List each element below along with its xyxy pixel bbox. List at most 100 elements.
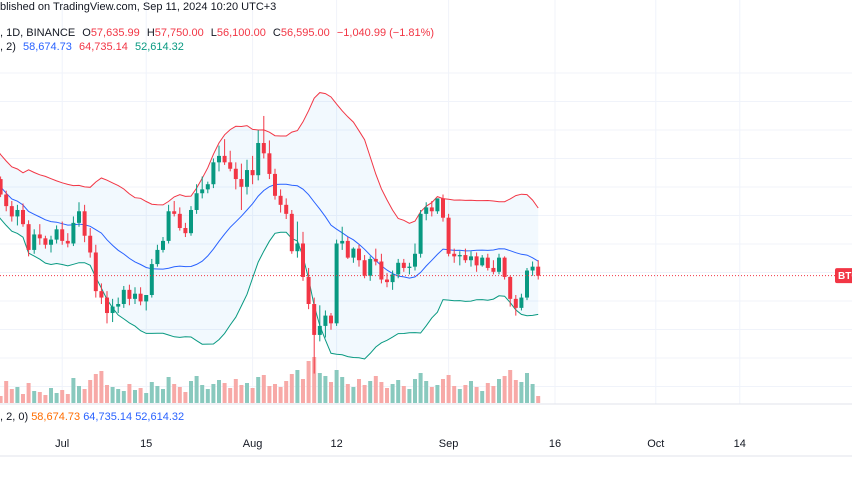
volume-bar bbox=[211, 384, 216, 403]
volume-bar bbox=[256, 377, 261, 403]
volume-bar bbox=[385, 388, 389, 403]
candle-body bbox=[256, 143, 261, 176]
volume-bar bbox=[82, 389, 87, 403]
candle-body bbox=[194, 193, 199, 210]
candle-body bbox=[82, 211, 87, 236]
candle-body bbox=[245, 170, 249, 187]
volume-bar bbox=[530, 384, 535, 403]
candle-body bbox=[306, 276, 311, 305]
candle-body bbox=[15, 209, 20, 217]
candle-body bbox=[155, 249, 160, 265]
candle-body bbox=[312, 304, 317, 335]
volume-bar bbox=[71, 378, 76, 403]
candle-body bbox=[222, 155, 227, 163]
volume-bar bbox=[43, 395, 48, 403]
candle-body bbox=[323, 315, 328, 326]
low-value: 56,100.00 bbox=[216, 27, 266, 39]
candle-body bbox=[474, 256, 479, 266]
volume-bar bbox=[15, 387, 20, 403]
candle-body bbox=[351, 248, 356, 258]
candle-body bbox=[177, 213, 182, 229]
candle-body bbox=[43, 238, 48, 245]
x-tick-label: 14 bbox=[734, 438, 746, 450]
volume-bar bbox=[424, 381, 429, 403]
candle-body bbox=[172, 211, 177, 214]
candle-body bbox=[502, 257, 507, 277]
candle-body bbox=[379, 261, 384, 280]
candle-body bbox=[183, 228, 188, 234]
candle-body bbox=[345, 240, 350, 258]
candle-body bbox=[267, 153, 272, 174]
candle-body bbox=[144, 294, 149, 302]
x-tick-label: Aug bbox=[243, 438, 263, 450]
candle-body bbox=[32, 234, 37, 250]
candle-body bbox=[329, 315, 333, 324]
candle-body bbox=[508, 276, 513, 299]
volume-bar bbox=[357, 379, 361, 403]
volume-bar bbox=[144, 393, 149, 403]
candle-body bbox=[166, 211, 171, 241]
volume-bar bbox=[474, 387, 479, 403]
candle-body bbox=[340, 240, 345, 244]
vol-value-3: 52,614.32 bbox=[135, 411, 185, 423]
candle-body bbox=[21, 209, 25, 225]
bb-basis-value: 58,674.73 bbox=[22, 41, 72, 53]
candle-body bbox=[446, 217, 451, 254]
volume-bar bbox=[110, 387, 115, 403]
high-value: 57,750.00 bbox=[154, 27, 204, 39]
candle-body bbox=[284, 204, 289, 214]
x-tick-label: 15 bbox=[140, 438, 152, 450]
volume-bar bbox=[334, 370, 339, 403]
symbol-text: , 1D, BINANCE bbox=[0, 27, 76, 39]
volume-bar bbox=[519, 382, 524, 403]
bollinger-upper-line bbox=[0, 92, 539, 224]
volume-bar bbox=[21, 394, 25, 403]
volume-bar bbox=[116, 389, 121, 403]
time-axis: Jul 15 Aug 12 Sep 16 Oct 14 bbox=[55, 438, 746, 450]
volume-bar bbox=[306, 361, 311, 403]
candle-body bbox=[362, 260, 367, 276]
volume-bar bbox=[26, 383, 31, 403]
candle-body bbox=[49, 239, 53, 245]
candlesticks bbox=[0, 115, 541, 374]
volume-bar bbox=[340, 377, 345, 403]
candle-body bbox=[289, 213, 294, 252]
candle-body bbox=[441, 198, 445, 218]
volume-bar bbox=[536, 396, 541, 403]
volume-bar bbox=[435, 385, 440, 403]
candle-body bbox=[54, 229, 59, 240]
volume-bar bbox=[351, 387, 356, 403]
candle-body bbox=[401, 262, 406, 268]
volume-bar bbox=[502, 376, 507, 403]
volume-legend: , 2, 0) 58,674.73 64,735.14 52,614.32 bbox=[0, 411, 184, 423]
bb-lower-value: 52,614.32 bbox=[134, 41, 184, 53]
candle-body bbox=[278, 195, 283, 205]
volume-bar bbox=[65, 394, 70, 403]
volume-bar bbox=[9, 389, 14, 403]
volume-bar bbox=[183, 392, 188, 403]
volume-bar bbox=[429, 387, 434, 403]
volume-bar bbox=[396, 380, 401, 403]
volume-bar bbox=[373, 376, 378, 403]
candle-body bbox=[189, 209, 193, 234]
candle-body bbox=[295, 243, 300, 252]
volume-bar bbox=[4, 381, 9, 403]
volume-bar bbox=[32, 391, 37, 403]
volume-bars bbox=[0, 357, 541, 403]
candle-body bbox=[530, 266, 535, 271]
volume-bar bbox=[508, 370, 513, 403]
candle-body bbox=[396, 262, 401, 275]
candle-body bbox=[250, 170, 255, 176]
volume-bar bbox=[463, 385, 468, 403]
volume-bar bbox=[245, 383, 249, 403]
volume-bar bbox=[228, 388, 233, 403]
volume-bar bbox=[497, 379, 501, 403]
candle-body bbox=[60, 229, 65, 241]
volume-bar bbox=[138, 388, 143, 403]
volume-bar bbox=[317, 373, 322, 403]
volume-bar bbox=[133, 390, 137, 403]
volume-bar bbox=[93, 374, 98, 403]
volume-bar bbox=[273, 384, 277, 403]
volume-bar bbox=[261, 375, 266, 403]
